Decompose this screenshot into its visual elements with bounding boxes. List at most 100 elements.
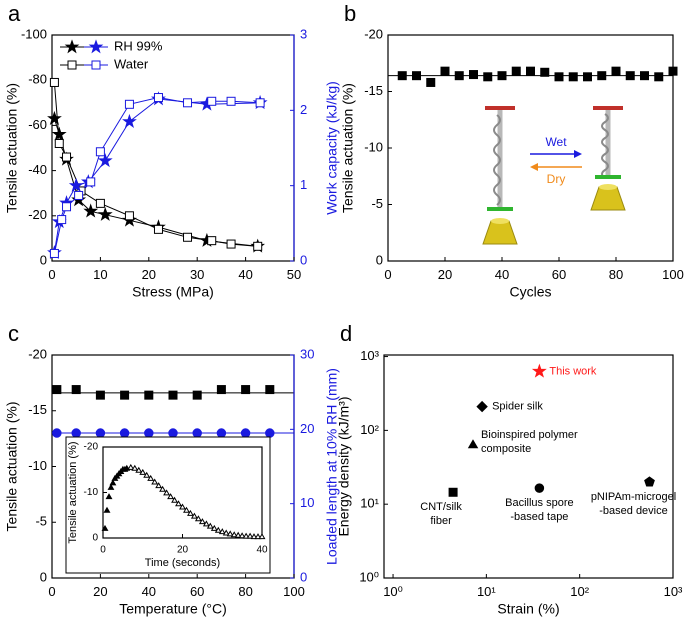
data-point (511, 66, 521, 76)
x-tick-label: 20 (177, 545, 189, 556)
data-point (265, 428, 275, 438)
y2-axis-label: Work capacity (kJ/kg) (324, 81, 340, 215)
data-point (255, 98, 265, 108)
data-point (467, 439, 479, 449)
plot-frame (383, 354, 674, 579)
x-tick-label: 100 (283, 584, 305, 599)
x-axis-label: Stress (MPa) (132, 284, 214, 300)
y-tick-label: 0 (376, 252, 383, 267)
x-tick-label: 100 (662, 267, 684, 282)
point-label: pNIPAm-microgel (591, 491, 676, 503)
y-tick-label: 10¹ (360, 496, 379, 511)
legend-marker (91, 60, 101, 70)
data-point (625, 71, 635, 81)
data-point (254, 533, 262, 540)
data-point (49, 77, 59, 87)
data-point (168, 390, 178, 400)
data-point (246, 532, 254, 539)
y-tick-label: 10⁰ (359, 569, 379, 584)
data-point (440, 66, 450, 76)
x-axis-label: Strain (%) (497, 601, 559, 617)
twist (601, 113, 609, 179)
data-point (179, 503, 186, 510)
data-point (124, 211, 134, 221)
data-point (226, 96, 236, 106)
annotation: Wet (545, 135, 567, 149)
data-point (238, 532, 246, 539)
data-point (611, 66, 621, 76)
data-point (144, 428, 154, 438)
x-tick-label: 40 (142, 584, 156, 599)
y-axis-label: Energy density (kJ/m³) (336, 396, 352, 536)
data-point (540, 67, 550, 77)
x-tick-label: 60 (552, 267, 566, 282)
y-tick-label: -20 (84, 442, 99, 453)
data-point (95, 198, 105, 208)
data-point (139, 468, 147, 475)
data-point (207, 236, 217, 246)
y-tick-label: -80 (28, 72, 47, 87)
x-tick-label: 20 (142, 267, 156, 282)
y2-tick-label: 20 (300, 421, 314, 436)
legend-marker (88, 39, 104, 54)
data-point (183, 98, 193, 108)
x-tick-label: 10 (93, 267, 107, 282)
data-point (167, 493, 175, 500)
y-tick-label: -5 (371, 196, 383, 211)
y-tick-label: -40 (28, 162, 47, 177)
data-point (131, 464, 139, 471)
data-point (57, 215, 67, 225)
data-point (597, 71, 607, 81)
y-tick-label: 0 (92, 533, 98, 544)
y2-tick-label: 2 (300, 102, 307, 117)
y-tick-label: -10 (28, 458, 47, 473)
legend-marker (67, 60, 77, 70)
data-point (526, 66, 535, 76)
panel-letter: b (344, 1, 356, 26)
panel-letter: a (8, 1, 21, 26)
data-point (190, 512, 198, 519)
point-label: CNT/silk (420, 501, 462, 513)
y-tick-label: -20 (28, 207, 47, 222)
x-tick-label: 20 (438, 267, 452, 282)
data-point (101, 524, 109, 531)
data-point (175, 500, 182, 507)
y2-tick-label: 10 (300, 495, 314, 510)
data-point (95, 390, 105, 400)
clamp (595, 175, 621, 179)
data-point (83, 203, 99, 218)
data-point (151, 478, 159, 485)
y-tick-label: 0 (40, 569, 47, 584)
arrow-head (530, 163, 538, 171)
x-tick-label: 80 (609, 267, 623, 282)
data-point (226, 239, 236, 249)
y2-axis-label: Loaded length at 10% RH (mm) (324, 368, 340, 565)
data-point (242, 532, 250, 539)
y-tick-label: -10 (84, 487, 99, 498)
data-point (95, 147, 105, 157)
data-point (568, 72, 578, 82)
data-point (531, 363, 547, 378)
data-point (230, 531, 238, 538)
data-point (216, 385, 226, 395)
data-point (143, 471, 151, 478)
x-axis-label: Cycles (509, 284, 551, 300)
data-point (640, 71, 649, 81)
x-tick-label: 0 (384, 267, 391, 282)
data-point (412, 71, 421, 81)
data-point (74, 190, 84, 200)
data-point (155, 482, 163, 489)
data-point (95, 428, 106, 438)
data-point (52, 428, 62, 438)
legend-label: Water (114, 56, 149, 71)
y2-tick-label: 3 (300, 26, 307, 41)
data-point (71, 385, 81, 395)
data-point (163, 489, 171, 496)
data-point (86, 177, 96, 187)
y-axis-label: Tensile actuation (%) (67, 441, 79, 543)
series-line (53, 82, 258, 247)
data-point (168, 428, 178, 438)
legend-label: RH 99% (114, 38, 163, 53)
data-point (119, 428, 130, 438)
